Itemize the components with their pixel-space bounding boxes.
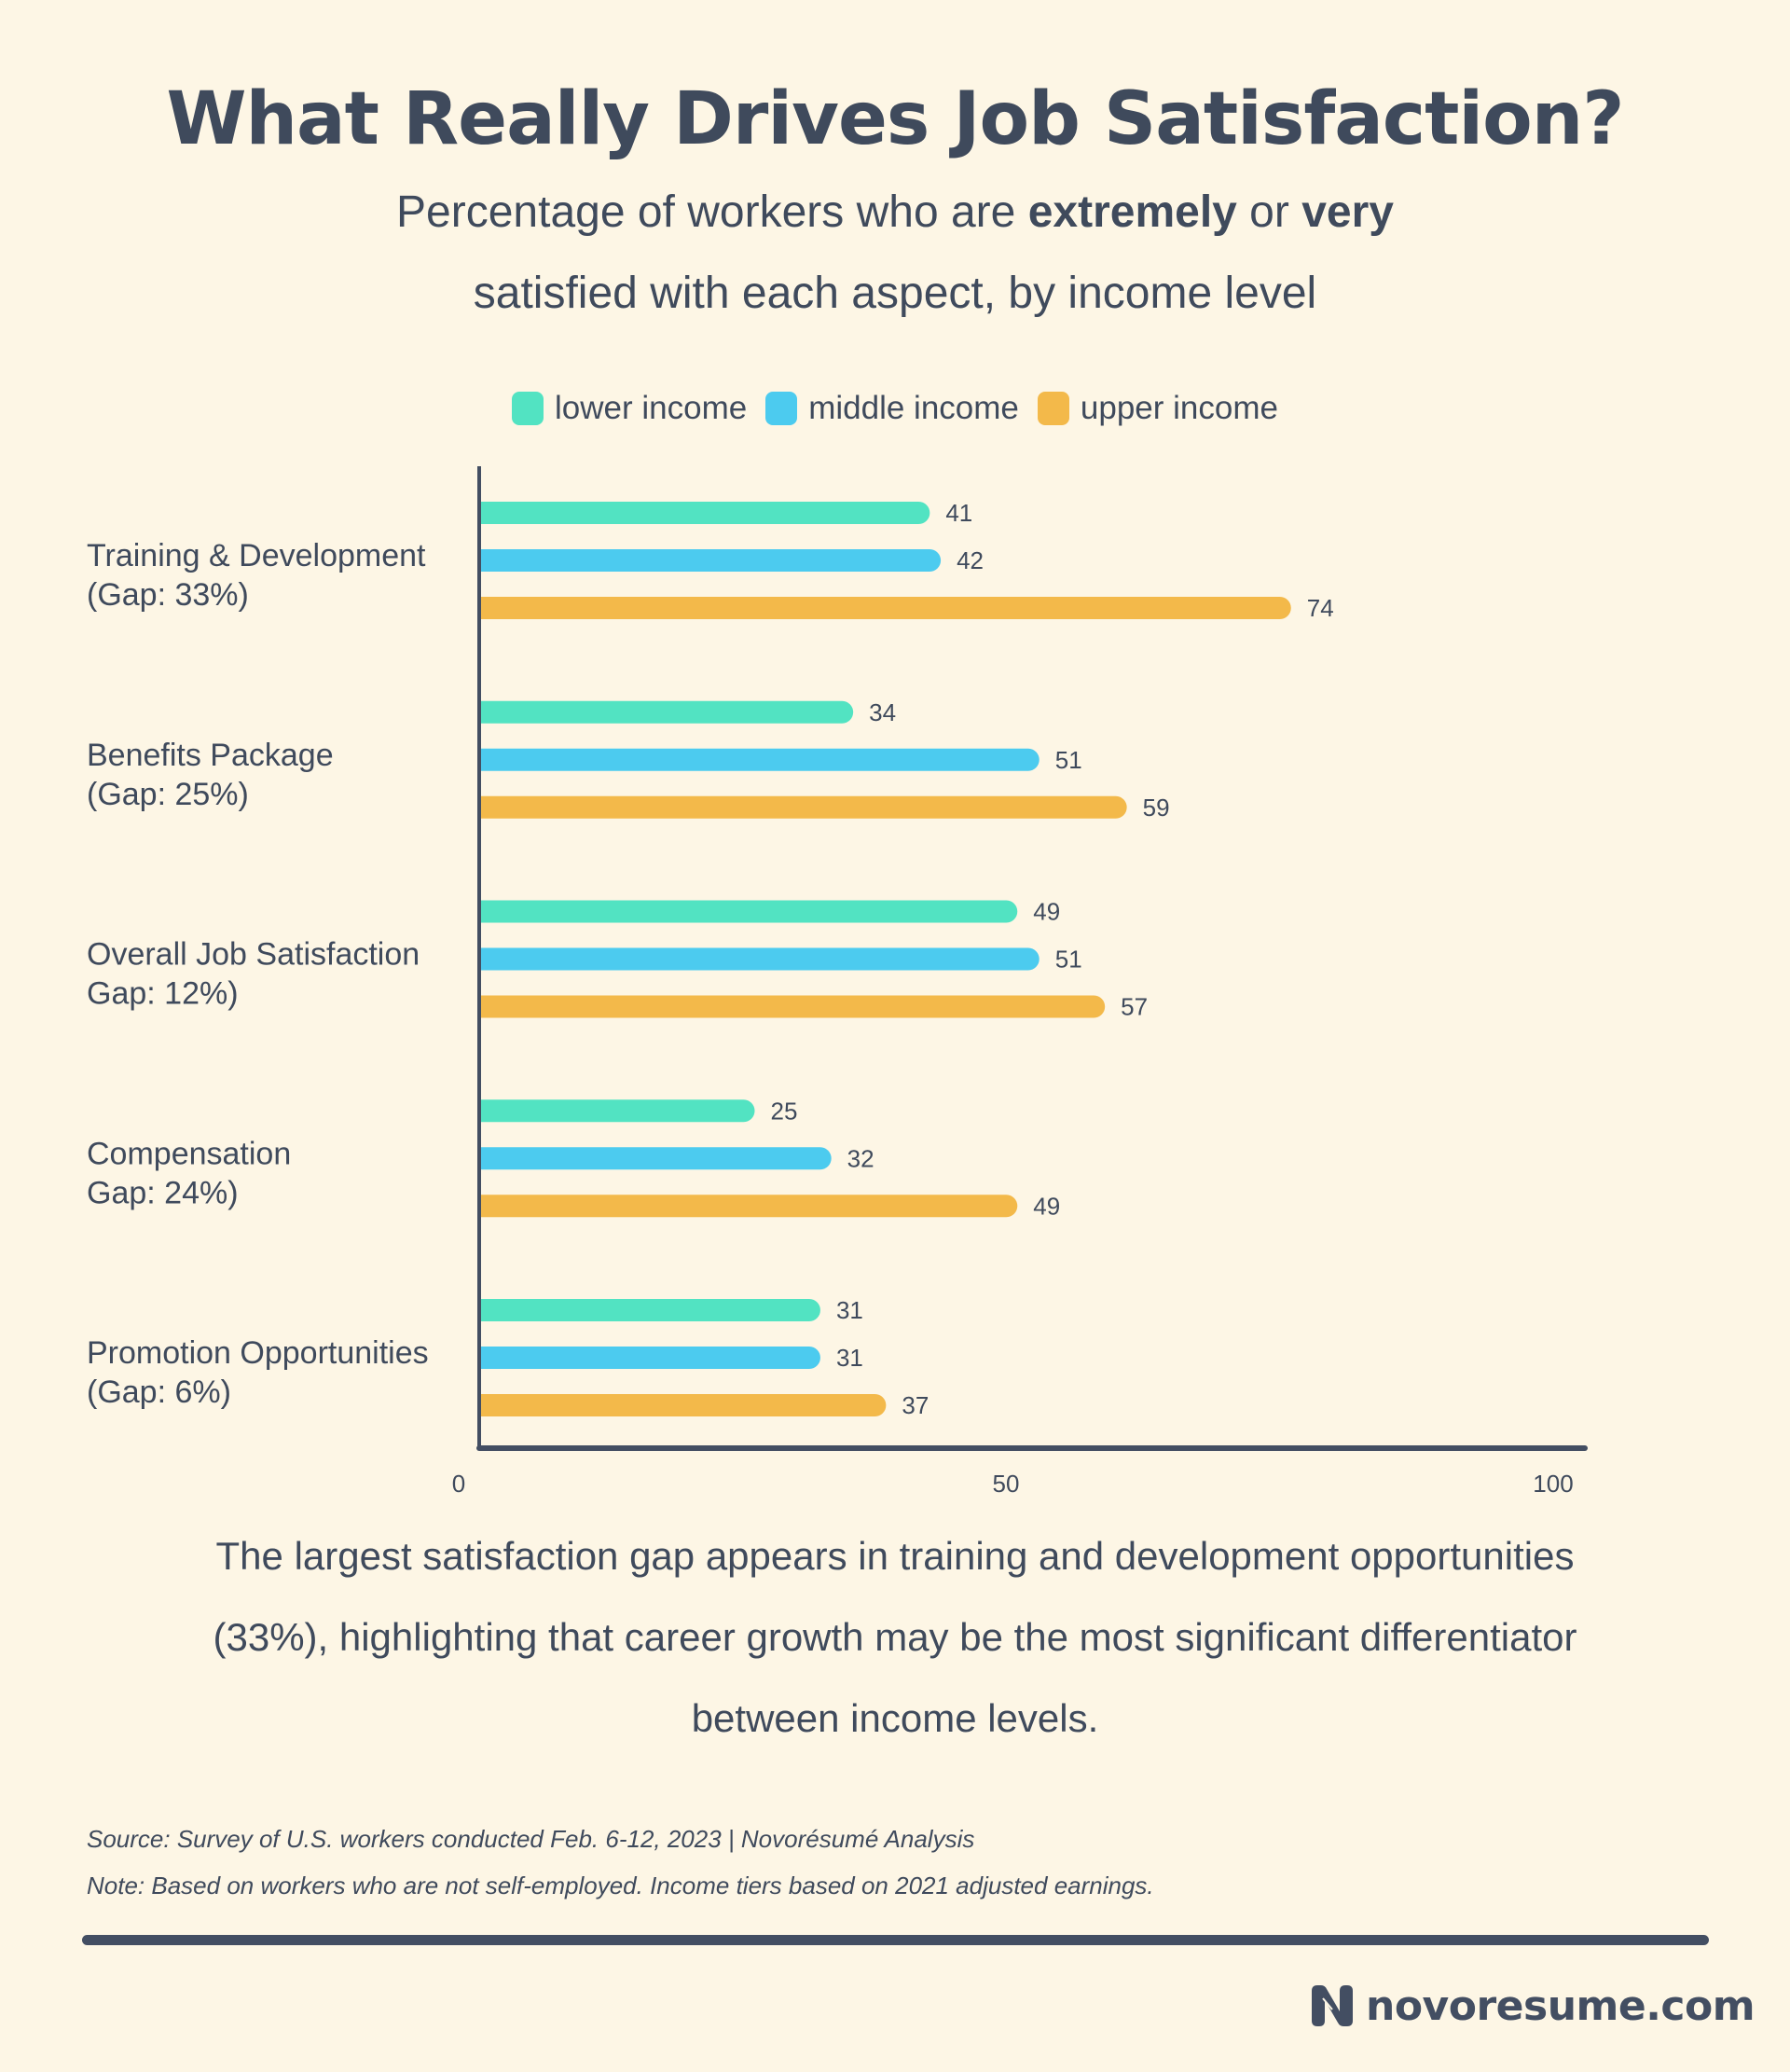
bar-value-label: 74: [1307, 594, 1334, 622]
bar-value-label: 32: [847, 1144, 874, 1172]
chart-subtitle-line1: Percentage of workers who are extremely …: [0, 185, 1790, 241]
chart-title: What Really Drives Job Satisfaction?: [166, 77, 1624, 161]
bar-value-label: 42: [957, 546, 984, 574]
bar-upper-income: [481, 795, 1127, 819]
subtitle-text: or: [1236, 187, 1302, 237]
x-tick-label: 0: [452, 1470, 465, 1498]
bar-lower-income: [481, 502, 930, 524]
bar-upper-income: [481, 1195, 1018, 1218]
bar-value-label: 59: [1143, 794, 1170, 822]
bar-lower-income: [481, 900, 1018, 923]
bar-value-label: 25: [771, 1097, 798, 1125]
bar-upper-income: [481, 1394, 887, 1416]
category-gap-label: Gap: 24%): [87, 1175, 239, 1210]
legend-item-middle-income: middle income: [765, 390, 1019, 427]
bar-lower-income: [481, 1099, 755, 1123]
subtitle-emphasis-extremely: extremely: [1027, 187, 1237, 237]
summary-line: The largest satisfaction gap appears in …: [215, 1534, 1575, 1578]
category-label: Benefits Package: [87, 738, 334, 773]
summary-line: between income levels.: [691, 1696, 1099, 1740]
legend-item-upper-income: upper income: [1037, 390, 1278, 427]
bar-value-label: 49: [1033, 898, 1060, 926]
legend-label: lower income: [555, 390, 748, 426]
legend-label: upper income: [1080, 390, 1278, 426]
bar-value-label: 51: [1055, 746, 1082, 774]
bar-value-label: 49: [1033, 1192, 1060, 1220]
category-label: Promotion Opportunities: [87, 1335, 429, 1371]
bar-value-label: 51: [1055, 946, 1082, 974]
bar-value-label: 31: [836, 1296, 863, 1324]
bar-lower-income: [481, 1299, 820, 1321]
legend-swatch-middle-income: [765, 392, 798, 425]
category-label: Training & Development: [87, 538, 426, 573]
category-gap-label: Gap: 12%): [87, 976, 239, 1012]
legend-label: middle income: [808, 390, 1019, 426]
legend-swatch-upper-income: [1037, 392, 1069, 425]
bar-value-label: 41: [945, 499, 972, 527]
note-text: Note: Based on workers who are not self-…: [87, 1872, 1154, 1899]
category-gap-label: (Gap: 25%): [87, 777, 249, 812]
footer-divider: [82, 1935, 1709, 1945]
bar-value-label: 31: [836, 1344, 863, 1372]
x-tick-label: 50: [993, 1470, 1020, 1498]
bar-middle-income: [481, 1347, 820, 1369]
brand-logo: novoresume.com: [1308, 1982, 1756, 2030]
bar-value-label: 37: [902, 1391, 929, 1419]
bar-lower-income: [481, 700, 854, 724]
legend-swatch-lower-income: [512, 392, 544, 425]
bar-middle-income: [481, 947, 1040, 971]
bar-upper-income: [481, 597, 1291, 619]
bar-middle-income: [481, 1147, 832, 1170]
chart-subtitle-line2: satisfied with each aspect, by income le…: [473, 269, 1317, 318]
x-tick-label: 100: [1533, 1470, 1573, 1498]
novoresume-n-logo-icon: [1312, 1985, 1353, 2026]
category-gap-label: (Gap: 33%): [87, 577, 249, 613]
bar-value-label: 57: [1121, 993, 1148, 1021]
category-label: Overall Job Satisfaction: [87, 937, 420, 973]
subtitle-text: Percentage of workers who are: [396, 187, 1028, 237]
bar-middle-income: [481, 549, 942, 572]
source-text: Source: Survey of U.S. workers conducted…: [87, 1825, 975, 1853]
category-label: Compensation: [87, 1136, 291, 1171]
legend-item-lower-income: lower income: [512, 390, 747, 427]
summary-line: (33%), highlighting that career growth m…: [213, 1615, 1577, 1659]
source-notes: Source: Survey of U.S. workers conducted…: [87, 1820, 1154, 1913]
chart-legend: lower income middle income upper income: [0, 390, 1790, 427]
category-gap-label: (Gap: 6%): [87, 1374, 231, 1410]
brand-name: novoresume.com: [1366, 1982, 1756, 2030]
bar-upper-income: [481, 995, 1106, 1018]
subtitle-emphasis-very: very: [1301, 187, 1394, 237]
bar-middle-income: [481, 748, 1040, 771]
bar-chart: 0 50 100 Training & Development (Gap: 33%) 41…: [87, 466, 1588, 1498]
bar-value-label: 34: [869, 698, 896, 726]
summary-paragraph: The largest satisfaction gap appears in …: [75, 1515, 1715, 1759]
